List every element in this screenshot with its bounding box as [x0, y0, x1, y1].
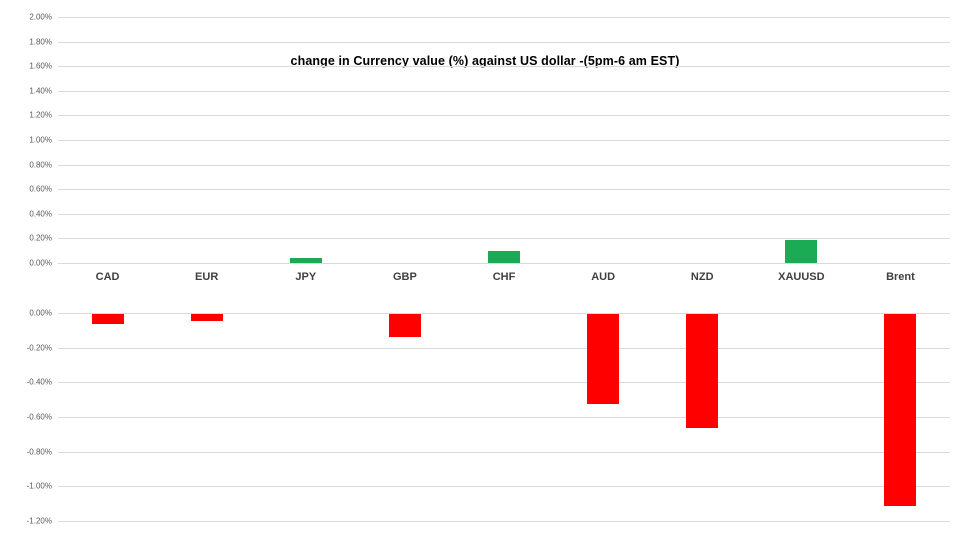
y-axis-tick-label: -0.60%: [26, 412, 52, 422]
y-axis-tick-label: -0.20%: [26, 343, 52, 353]
gridline: [58, 313, 950, 314]
y-axis-tick-label: 2.00%: [29, 12, 52, 22]
gridline: [58, 382, 950, 384]
y-axis-tick-label: -0.80%: [26, 447, 52, 457]
category-label-nzd: NZD: [690, 271, 714, 283]
gridline: [58, 140, 950, 141]
gridline: [58, 486, 950, 488]
y-axis-tick-label: 0.00%: [29, 308, 52, 318]
category-label-cad: CAD: [95, 271, 120, 283]
category-label-gbp: GBP: [392, 271, 417, 283]
gridline: [58, 451, 950, 453]
gridline: [58, 521, 950, 522]
bar-nzd: [686, 314, 719, 429]
gridline: [58, 238, 950, 240]
gridline: [58, 17, 950, 18]
y-axis-tick-label: 0.40%: [29, 209, 52, 219]
y-axis-tick-label: 1.60%: [29, 61, 52, 71]
gridline: [58, 115, 950, 117]
y-axis-tick-label: -1.00%: [26, 481, 52, 491]
category-label-brent: Brent: [886, 271, 915, 283]
category-label-xauusd: XAUUSD: [778, 271, 825, 283]
bar-brent: [884, 314, 917, 507]
y-axis-tick-label: -0.40%: [26, 377, 52, 387]
y-axis-tick-label: 1.40%: [29, 86, 52, 96]
gridline: [58, 164, 950, 166]
bar-chf: [488, 250, 520, 263]
gridline: [58, 213, 950, 215]
category-label-eur: EUR: [195, 271, 219, 283]
y-axis-tick-label: -1.20%: [26, 516, 52, 526]
bar-xauusd: [785, 239, 818, 263]
category-label-jpy: JPY: [295, 271, 317, 283]
y-axis-tick-label: 0.60%: [29, 184, 52, 194]
y-axis-tick-label: 1.20%: [29, 110, 52, 120]
y-axis-tick-label: 0.00%: [29, 258, 52, 268]
bar-jpy: [289, 258, 322, 263]
gridline: [58, 41, 950, 43]
y-axis-tick-label: 0.20%: [29, 233, 52, 243]
y-axis-tick-label: 0.80%: [29, 160, 52, 170]
chart-title: change in Currency value (%) against US …: [290, 54, 680, 68]
category-label-aud: AUD: [591, 271, 616, 283]
gridline: [58, 90, 950, 92]
category-label-chf: CHF: [492, 271, 516, 283]
gridline: [58, 189, 950, 191]
bar-gbp: [388, 314, 421, 337]
y-axis-tick-label: 1.80%: [29, 37, 52, 47]
gridline: [58, 347, 950, 349]
y-axis-tick-label: 1.00%: [29, 135, 52, 145]
bar-eur: [190, 314, 223, 321]
gridline: [58, 66, 950, 68]
bar-aud: [587, 314, 620, 405]
bar-cad: [91, 314, 124, 325]
gridline: [58, 417, 950, 418]
gridline: [58, 263, 950, 264]
